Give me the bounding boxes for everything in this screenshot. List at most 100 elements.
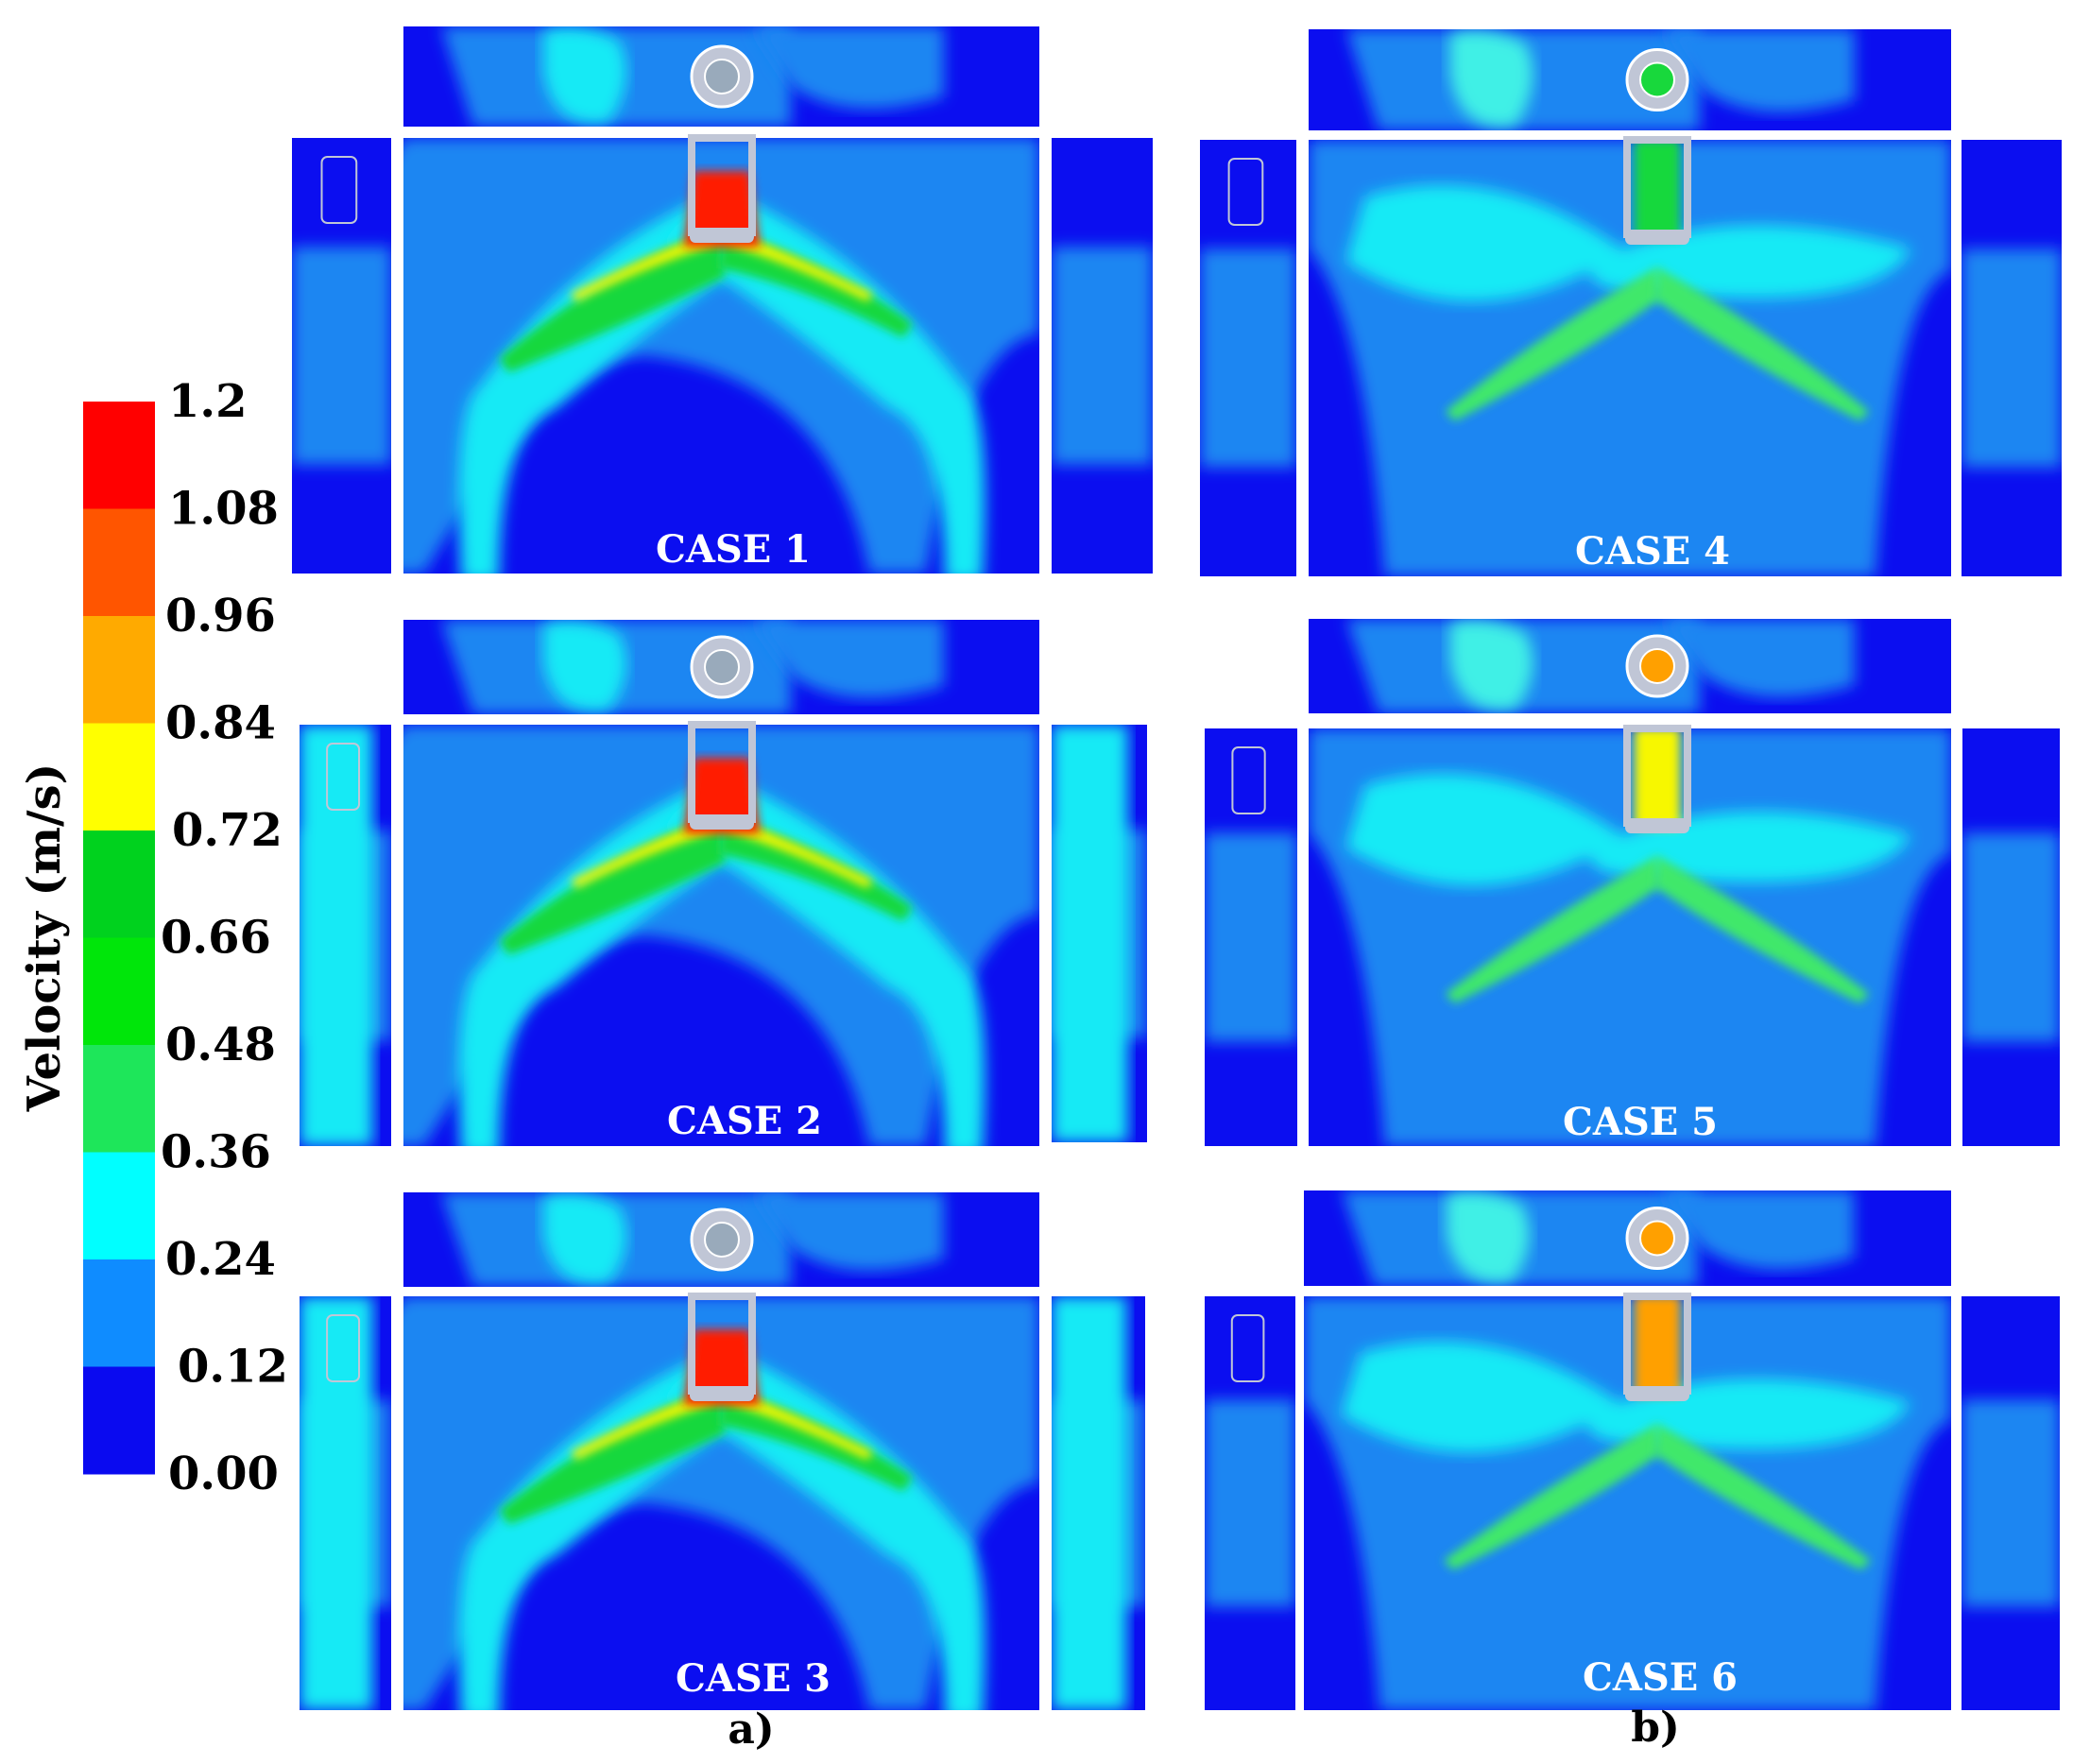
case-panel-6: CASE 6 <box>1205 1190 2060 1710</box>
velocity-contour <box>1962 1399 2060 1607</box>
velocity-contour <box>1052 725 1128 1142</box>
top-view-strip <box>1304 1190 1951 1286</box>
left-side-strip <box>300 1296 391 1710</box>
velocity-contour <box>499 228 726 373</box>
case-label: CASE 5 <box>1563 1100 1718 1144</box>
colorbar-tick-label: 0.36 <box>161 1126 271 1179</box>
colorbar-swatch <box>83 937 155 1046</box>
case-label: CASE 2 <box>667 1099 822 1143</box>
colorbar-swatch <box>83 831 155 938</box>
colorbar-swatch <box>83 402 155 509</box>
velocity-contour <box>571 228 722 301</box>
nozzle-cap <box>1625 230 1689 245</box>
velocity-contour <box>1052 1296 1127 1710</box>
right-side-strip <box>1962 728 2060 1146</box>
nozzle-side-view <box>326 743 361 811</box>
nozzle-core <box>704 649 740 685</box>
colorbar-title: Velocity (m/s) <box>18 763 71 1113</box>
velocity-contour <box>403 138 1039 574</box>
nozzle-side-view <box>1230 1314 1265 1382</box>
colorbar-swatch <box>83 1259 155 1367</box>
velocity-contour <box>1662 619 1855 697</box>
nozzle-core <box>1639 61 1675 98</box>
case-panel-5: CASE 3 <box>300 1192 1145 1710</box>
colorbar-swatch <box>83 1045 155 1153</box>
nozzle-side-view <box>1231 746 1266 814</box>
colorbar-tick-label: 0.72 <box>172 804 283 857</box>
nozzle-side-view <box>1227 158 1264 226</box>
nozzle-side-view <box>326 1314 361 1382</box>
velocity-contour <box>571 814 722 888</box>
velocity-contour <box>1653 267 1870 421</box>
left-side-strip <box>1205 728 1297 1146</box>
velocity-contour <box>1200 248 1296 468</box>
velocity-contour <box>543 621 627 711</box>
left-side-strip <box>292 138 391 574</box>
jet-column <box>1635 1296 1680 1396</box>
velocity-contour <box>403 1296 1039 1710</box>
right-side-strip <box>1962 140 2062 576</box>
colorbar-tick-label: 0.12 <box>178 1341 288 1394</box>
velocity-contour <box>1345 185 1911 302</box>
right-side-strip <box>1052 725 1147 1142</box>
right-side-strip <box>1052 1296 1145 1710</box>
colorbar-tick-label: 0.48 <box>165 1019 276 1071</box>
velocity-contour <box>300 1296 373 1710</box>
velocity-contour <box>722 228 873 301</box>
top-view-strip <box>1309 619 1951 713</box>
velocity-contour <box>1962 248 2062 468</box>
colorbar-swatch <box>83 508 155 617</box>
top-view-strip <box>403 620 1039 714</box>
velocity-contour <box>1653 1424 1872 1570</box>
colorbar-tick-label: 1.2 <box>168 375 248 428</box>
velocity-contour <box>1449 620 1533 711</box>
case-panel-3: CASE 2 <box>300 620 1147 1146</box>
colorbar-tick-label: 0.96 <box>165 590 276 642</box>
velocity-contour <box>499 814 726 955</box>
jet-column <box>1635 728 1680 828</box>
side-view-main <box>403 134 1039 574</box>
column-label-b: b) <box>1631 1704 1680 1752</box>
colorbar-tick-label: 0.66 <box>161 912 271 965</box>
nozzle-cap <box>690 228 754 243</box>
velocity-contour <box>1445 267 1661 421</box>
velocity-contour <box>1662 29 1855 112</box>
colorbar-tick-label: 0.24 <box>165 1233 276 1286</box>
colorbar-tick-label: 0.00 <box>168 1447 279 1500</box>
case-panel-2: CASE 4 <box>1200 29 2062 576</box>
velocity-contour <box>665 190 985 574</box>
colorbar-tick-label: 0.84 <box>165 697 276 750</box>
top-view-strip <box>403 1192 1039 1287</box>
colorbar-swatch <box>83 1366 155 1475</box>
velocity-contour <box>1449 30 1533 128</box>
nozzle-cap <box>690 814 754 830</box>
velocity-contour <box>722 814 873 888</box>
nozzle-core <box>704 59 740 94</box>
velocity-contour <box>1653 856 1870 1003</box>
velocity-contour <box>543 27 627 124</box>
velocity-contour <box>1962 832 2060 1042</box>
velocity-contour <box>1659 1190 1855 1270</box>
velocity-contour <box>300 725 373 1146</box>
case-label: CASE 1 <box>656 527 811 572</box>
nozzle-side-view <box>320 156 358 224</box>
colorbar-swatch <box>83 723 155 831</box>
top-view-strip <box>1309 29 1951 130</box>
side-view-main <box>1304 1293 1951 1710</box>
velocity-contour <box>722 1386 873 1460</box>
velocity-contour <box>1205 832 1297 1042</box>
velocity-contour <box>1443 1424 1661 1570</box>
velocity-contour <box>292 247 391 465</box>
velocity-contour <box>753 1192 945 1271</box>
velocity-contour <box>1052 247 1153 465</box>
case-label: CASE 6 <box>1583 1655 1738 1700</box>
velocity-contour <box>571 1386 722 1460</box>
top-view-strip <box>403 26 1039 127</box>
left-side-strip <box>1205 1296 1295 1710</box>
right-side-strip <box>1962 1296 2060 1710</box>
velocity-contour <box>1205 1399 1295 1607</box>
nozzle-core <box>704 1222 740 1258</box>
velocity-contour <box>1446 1191 1530 1283</box>
colorbar-tick-label: 1.08 <box>168 483 279 536</box>
